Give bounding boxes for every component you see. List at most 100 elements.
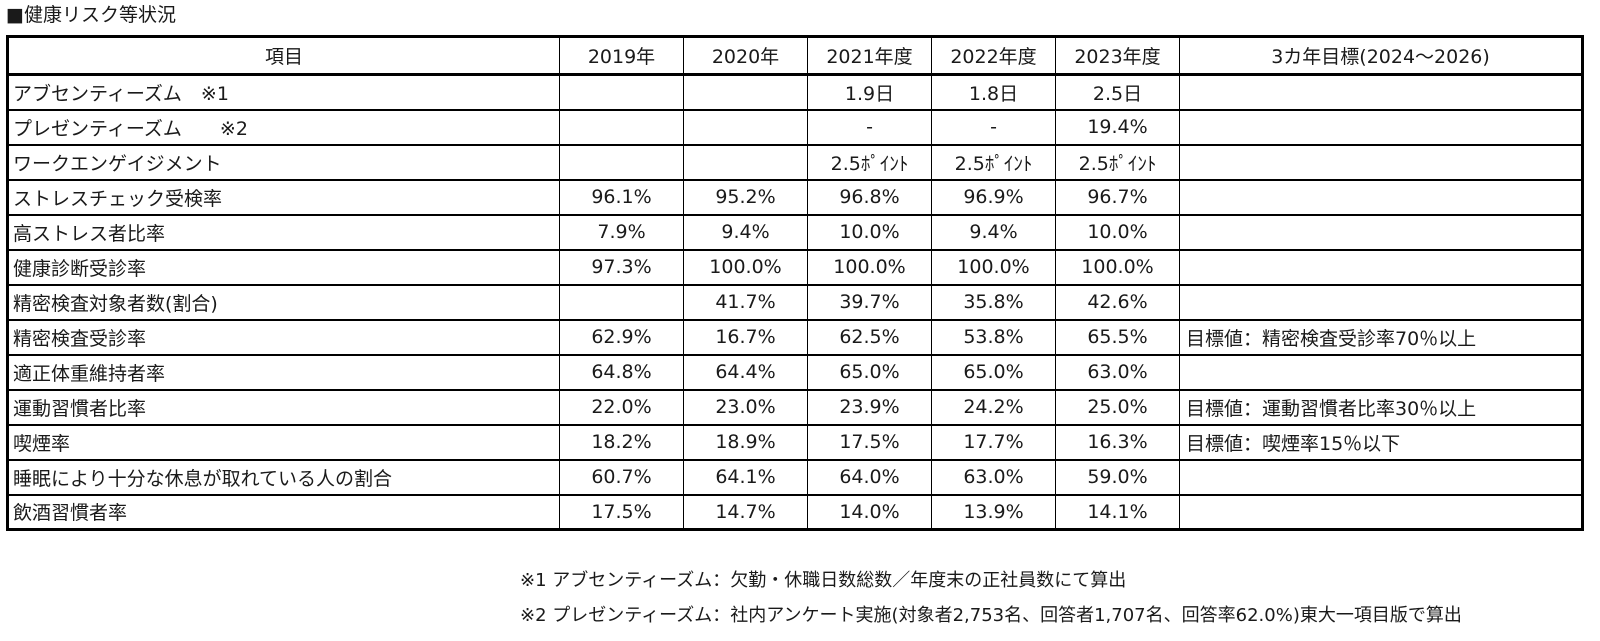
cell-2022: 9.4%	[931, 214, 1056, 250]
header-2023: 2023年度	[1055, 36, 1180, 76]
cell-2019: 7.9%	[559, 214, 684, 250]
footnotes: ※1 アブセンティーズム：欠勤・休職日数総数／年度末の正社員数にて算出 ※2 プ…	[520, 563, 1462, 633]
cell-2020	[683, 109, 808, 145]
cell-2021: -	[807, 109, 932, 145]
footnote-1: ※1 アブセンティーズム：欠勤・休職日数総数／年度末の正社員数にて算出	[520, 570, 1127, 591]
cell-2022: 65.0%	[931, 354, 1056, 390]
header-target: 3カ年目標(2024～2026)	[1179, 36, 1583, 76]
cell-target: 目標値：運動習慣者比率30％以上	[1179, 389, 1583, 425]
cell-target	[1179, 494, 1583, 530]
cell-item: 健康診断受診率	[7, 249, 560, 285]
cell-2023: 65.5%	[1055, 319, 1180, 355]
table-row: ストレスチェック受検率 96.1% 95.2% 96.8% 96.9% 96.7%	[7, 179, 1583, 215]
cell-2019	[559, 109, 684, 145]
header-2019: 2019年	[559, 36, 684, 76]
cell-2021: 17.5%	[807, 424, 932, 460]
cell-2019: 17.5%	[559, 494, 684, 530]
cell-2021: 23.9%	[807, 389, 932, 425]
cell-target	[1179, 74, 1583, 110]
table-row: 高ストレス者比率 7.9% 9.4% 10.0% 9.4% 10.0%	[7, 214, 1583, 250]
table-row: 睡眠により十分な休息が取れている人の割合 60.7% 64.1% 64.0% 63.0%…	[7, 459, 1583, 495]
cell-2021: 1.9日	[807, 74, 932, 110]
cell-2022: 1.8日	[931, 74, 1056, 110]
cell-item: ワークエンゲイジメント	[7, 144, 560, 180]
cell-item: ストレスチェック受検率	[7, 179, 560, 215]
cell-2022: -	[931, 109, 1056, 145]
cell-2022: 53.8%	[931, 319, 1056, 355]
cell-item: 飲酒習慣者率	[7, 494, 560, 530]
table-row: 精密検査受診率 62.9% 16.7% 62.5% 53.8% 65.5% 目標値：精密検査…	[7, 319, 1583, 355]
cell-2023: 100.0%	[1055, 249, 1180, 285]
cell-2023: 14.1%	[1055, 494, 1180, 530]
cell-item: 高ストレス者比率	[7, 214, 560, 250]
cell-target	[1179, 144, 1583, 180]
cell-2021: 96.8%	[807, 179, 932, 215]
cell-target	[1179, 214, 1583, 250]
cell-2019	[559, 144, 684, 180]
footnote-2: ※2 プレゼンティーズム：社内アンケート実施(対象者2,753名、回答者1,70…	[520, 605, 1462, 626]
cell-item: アブセンティーズム ※1	[7, 74, 560, 110]
cell-item: 運動習慣者比率	[7, 389, 560, 425]
cell-2019: 64.8%	[559, 354, 684, 390]
cell-2020: 14.7%	[683, 494, 808, 530]
cell-target: 目標値：精密検査受診率70％以上	[1179, 319, 1583, 355]
cell-2020: 18.9%	[683, 424, 808, 460]
cell-2022: 24.2%	[931, 389, 1056, 425]
cell-2022: 13.9%	[931, 494, 1056, 530]
cell-target	[1179, 459, 1583, 495]
cell-item: 適正体重維持者率	[7, 354, 560, 390]
header-row: 項目 2019年 2020年 2021年度 2022年度 2023年度 3カ年目…	[7, 36, 1583, 76]
table-row: 適正体重維持者率 64.8% 64.4% 65.0% 65.0% 63.0%	[7, 354, 1583, 390]
cell-2019: 18.2%	[559, 424, 684, 460]
cell-2020: 100.0%	[683, 249, 808, 285]
cell-2021: 10.0%	[807, 214, 932, 250]
cell-2021: 65.0%	[807, 354, 932, 390]
cell-2023: 19.4%	[1055, 109, 1180, 145]
cell-2019	[559, 284, 684, 320]
page-title: ■健康リスク等状況	[6, 4, 176, 26]
cell-2023: 42.6%	[1055, 284, 1180, 320]
cell-2023: 10.0%	[1055, 214, 1180, 250]
cell-item: 精密検査対象者数(割合)	[7, 284, 560, 320]
cell-2020: 9.4%	[683, 214, 808, 250]
cell-2022: 100.0%	[931, 249, 1056, 285]
cell-2023: 2.5ﾎﾟｲﾝﾄ	[1055, 144, 1180, 180]
table-row: アブセンティーズム ※1 1.9日 1.8日 2.5日	[7, 74, 1583, 110]
header-item: 項目	[7, 36, 560, 76]
cell-2022: 2.5ﾎﾟｲﾝﾄ	[931, 144, 1056, 180]
table-row: 運動習慣者比率 22.0% 23.0% 23.9% 24.2% 25.0% 目標値：運動習慣…	[7, 389, 1583, 425]
cell-2019	[559, 74, 684, 110]
table-row: 飲酒習慣者率 17.5% 14.7% 14.0% 13.9% 14.1%	[7, 494, 1583, 530]
cell-2022: 35.8%	[931, 284, 1056, 320]
header-2022: 2022年度	[931, 36, 1056, 76]
cell-2021: 64.0%	[807, 459, 932, 495]
cell-target	[1179, 249, 1583, 285]
cell-2020: 95.2%	[683, 179, 808, 215]
cell-2021: 62.5%	[807, 319, 932, 355]
cell-target	[1179, 354, 1583, 390]
cell-2020: 64.1%	[683, 459, 808, 495]
cell-target	[1179, 109, 1583, 145]
cell-2022: 63.0%	[931, 459, 1056, 495]
cell-2020	[683, 144, 808, 180]
cell-2020: 64.4%	[683, 354, 808, 390]
cell-2019: 96.1%	[559, 179, 684, 215]
health-risk-table: 項目 2019年 2020年 2021年度 2022年度 2023年度 3カ年目…	[6, 35, 1584, 531]
cell-2020: 16.7%	[683, 319, 808, 355]
table-row: 精密検査対象者数(割合) 41.7% 39.7% 35.8% 42.6%	[7, 284, 1583, 320]
cell-item: 喫煙率	[7, 424, 560, 460]
cell-2019: 60.7%	[559, 459, 684, 495]
cell-2023: 16.3%	[1055, 424, 1180, 460]
cell-2023: 63.0%	[1055, 354, 1180, 390]
cell-2023: 2.5日	[1055, 74, 1180, 110]
cell-item: 精密検査受診率	[7, 319, 560, 355]
cell-2020: 41.7%	[683, 284, 808, 320]
cell-2021: 14.0%	[807, 494, 932, 530]
cell-2019: 62.9%	[559, 319, 684, 355]
header-2021: 2021年度	[807, 36, 932, 76]
cell-2019: 22.0%	[559, 389, 684, 425]
cell-target	[1179, 179, 1583, 215]
cell-2022: 17.7%	[931, 424, 1056, 460]
cell-2021: 2.5ﾎﾟｲﾝﾄ	[807, 144, 932, 180]
cell-target: 目標値：喫煙率15％以下	[1179, 424, 1583, 460]
